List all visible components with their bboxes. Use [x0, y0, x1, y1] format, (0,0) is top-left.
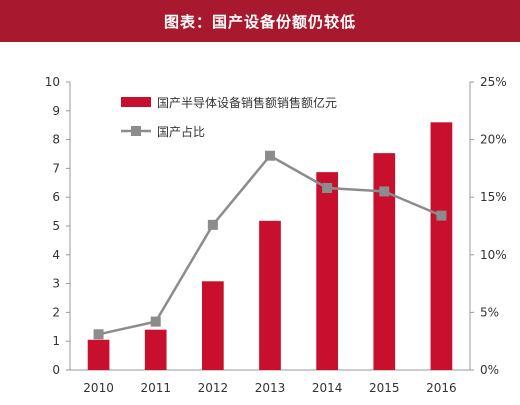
line-series [93, 150, 447, 340]
legend-line-label: 国产占比 [157, 124, 205, 139]
x-tick-label: 2010 [83, 381, 114, 395]
y-left-tick-label: 5 [52, 219, 60, 233]
line-point [379, 186, 390, 197]
line-point [150, 316, 161, 327]
bar [373, 153, 396, 370]
line-point [207, 219, 218, 230]
y-right-tick-label: 10% [480, 248, 507, 262]
bar [259, 220, 281, 370]
x-tick-label: 2011 [140, 381, 171, 395]
bar-series [87, 122, 453, 370]
x-tick-label: 2016 [426, 381, 457, 395]
legend-bar-label: 国产半导体设备销售额销售额亿元 [157, 95, 337, 110]
y-right-tick-label: 20% [480, 133, 507, 147]
y-left-tick-label: 9 [52, 104, 60, 118]
combo-chart: 0 1 2 3 4 5 6 7 8 9 10 0% 5% 10% 15% 20% 25% 2010 2011 2012… [45, 75, 507, 395]
line-point [322, 182, 333, 193]
y-left-tick-label: 0 [52, 363, 60, 377]
line-point [436, 210, 447, 221]
y-left-tick-label: 8 [52, 133, 60, 147]
y-left-tick-label: 1 [52, 334, 60, 348]
y-right-tick-label: 0% [480, 363, 499, 377]
legend-bar-swatch [121, 97, 151, 107]
y-left-tick-label: 3 [52, 277, 60, 291]
y-left-tick-label: 2 [52, 305, 60, 319]
legend-line-marker [131, 126, 141, 136]
chart-title: 图表：国产设备份额仍较低 [163, 12, 356, 31]
tick-labels: 0 1 2 3 4 5 6 7 8 9 10 0% 5% 10% 15% 20% 25% 2010 2011 2012… [45, 75, 507, 395]
y-right-tick-label: 15% [480, 190, 507, 204]
chart-title-banner: 图表：国产设备份额仍较低 [0, 0, 520, 42]
line-point [265, 150, 275, 161]
x-tick-label: 2015 [369, 381, 400, 395]
bar [430, 122, 453, 370]
bar [87, 339, 110, 370]
line-point [93, 329, 104, 340]
x-tick-label: 2013 [255, 381, 286, 395]
bar [144, 329, 167, 370]
y-left-tick-label: 6 [52, 190, 60, 204]
x-tick-label: 2012 [198, 381, 229, 395]
bar [202, 281, 224, 370]
y-right-tick-label: 5% [480, 305, 499, 319]
bar [316, 172, 338, 370]
y-left-tick-label: 7 [52, 161, 60, 175]
x-tick-label: 2014 [312, 381, 343, 395]
y-right-tick-label: 25% [480, 75, 507, 89]
y-left-tick-label: 4 [52, 248, 60, 262]
y-left-tick-label: 10 [45, 75, 60, 89]
